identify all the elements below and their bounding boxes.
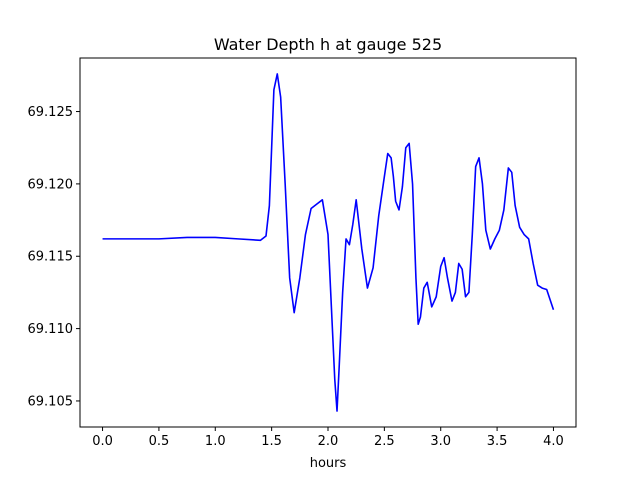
y-tick-label: 69.105 (28, 394, 74, 409)
x-tick-label: 0.0 (92, 434, 113, 449)
x-tick-label: 4.0 (543, 434, 564, 449)
series-line-0 (102, 73, 555, 412)
y-tick-label: 69.110 (28, 322, 74, 337)
x-tick-label: 2.5 (374, 434, 395, 449)
y-axis: 69.105 69.110 69.115 69.120 69.125 (28, 105, 80, 409)
chart-title: Water Depth h at gauge 525 (214, 35, 442, 54)
plot-area (102, 73, 555, 412)
y-tick-label: 69.120 (28, 177, 74, 192)
y-tick-label: 69.125 (28, 105, 74, 120)
x-tick-label: 0.5 (149, 434, 170, 449)
x-axis: 0.0 0.5 1.0 1.5 2.0 2.5 3.0 3.5 4.0 (92, 427, 564, 449)
x-tick-label: 3.5 (487, 434, 508, 449)
y-tick-label: 69.115 (28, 250, 74, 265)
x-tick-label: 2.0 (318, 434, 339, 449)
x-tick-label: 3.0 (430, 434, 451, 449)
x-axis-label: hours (310, 456, 347, 471)
x-tick-label: 1.5 (261, 434, 282, 449)
x-tick-label: 1.0 (205, 434, 226, 449)
